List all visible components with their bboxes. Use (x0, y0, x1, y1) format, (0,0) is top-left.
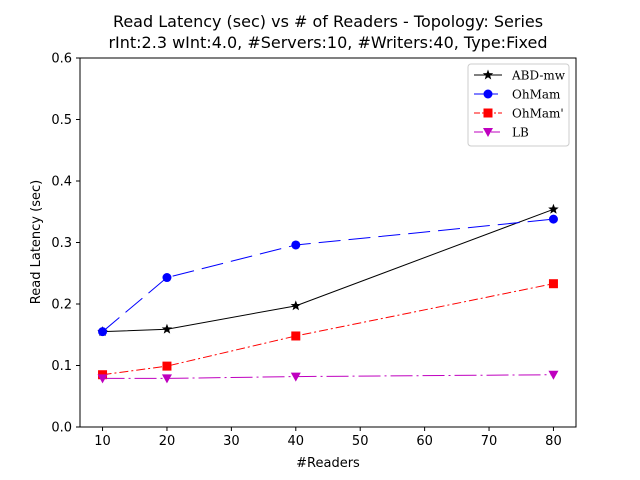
data-point (290, 300, 302, 311)
y-tick-label: 0.3 (51, 236, 72, 251)
x-tick-label: 50 (352, 434, 369, 449)
data-point (291, 331, 301, 341)
data-point (161, 323, 173, 334)
data-point (290, 372, 301, 382)
data-point (98, 327, 108, 337)
y-tick-label: 0.5 (51, 113, 72, 128)
x-tick-label: 20 (159, 434, 176, 449)
legend-marker (483, 108, 493, 118)
data-point (162, 273, 172, 283)
legend-entry: OhMam' (474, 107, 564, 121)
legend-entry: ABD-mw (474, 69, 566, 83)
data-point (548, 203, 559, 214)
legend-box (467, 63, 570, 147)
x-tick-label: 30 (223, 434, 240, 449)
chart-subtitle: rInt:2.3 wInt:4.0, #Servers:10, #Writers… (108, 33, 547, 52)
legend-label: ABD-mw (511, 69, 566, 83)
data-point (548, 279, 558, 289)
x-tick-label: 80 (545, 434, 562, 449)
legend-entry: LB (474, 126, 529, 140)
y-tick-label: 0.2 (51, 298, 72, 313)
data-point (548, 370, 559, 380)
y-axis-label: Read Latency (sec) (29, 180, 44, 304)
data-point (548, 214, 558, 224)
x-axis-label: #Readers (296, 456, 360, 471)
legend-marker (483, 128, 493, 137)
y-tick-label: 0.0 (51, 421, 72, 436)
legend-label: OhMam (512, 88, 561, 102)
chart-title: Read Latency (sec) vs # of Readers - Top… (113, 12, 543, 31)
legend-label: OhMam' (512, 107, 564, 121)
axes: 10 20 30 40 50 60 70 80 0.0 0.1 0.2 0.3 0.4 0.5 0.6 (51, 52, 577, 449)
series-3 (97, 370, 559, 384)
legend: ABD-mw OhMam OhMam' LB (467, 63, 570, 147)
series-line (102, 374, 554, 379)
data-point (291, 240, 301, 250)
series-line (102, 218, 554, 333)
x-tick-label: 60 (416, 434, 433, 449)
series-line (102, 208, 554, 333)
x-tick-label: 40 (288, 434, 305, 449)
data-point (162, 361, 172, 371)
data-point (161, 374, 172, 384)
y-tick-label: 0.1 (51, 359, 72, 374)
legend-label: LB (512, 126, 529, 140)
series-line (102, 283, 554, 376)
data-point (97, 374, 108, 384)
legend-entry: OhMam (474, 88, 561, 102)
series-1 (98, 214, 558, 337)
x-tick-label: 70 (481, 434, 498, 449)
legend-marker (482, 69, 494, 80)
plot-area (97, 203, 559, 384)
x-tick-label: 10 (94, 434, 111, 449)
y-tick-label: 0.4 (51, 175, 72, 190)
y-tick-label: 0.6 (51, 52, 72, 67)
legend-marker (483, 89, 493, 99)
